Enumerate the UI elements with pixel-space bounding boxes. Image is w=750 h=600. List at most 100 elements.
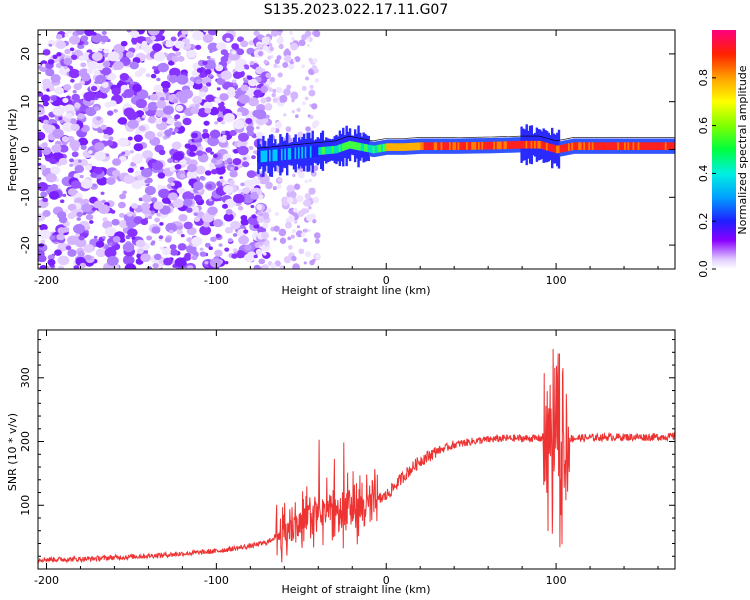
heatmap-cell bbox=[398, 143, 401, 151]
heatmap-cell bbox=[73, 223, 86, 234]
heatmap-cell bbox=[542, 141, 545, 150]
heatmap-cell bbox=[121, 93, 126, 98]
heatmap-cell bbox=[186, 237, 193, 243]
heatmap-cell bbox=[161, 196, 171, 204]
heatmap-cell bbox=[460, 142, 464, 150]
heatmap-cell bbox=[569, 142, 572, 151]
heatmap-cell bbox=[144, 185, 156, 196]
heatmap-cell bbox=[308, 187, 316, 195]
heatmap-cell bbox=[121, 151, 126, 155]
heatmap-cell bbox=[498, 141, 501, 150]
heatmap-cell bbox=[248, 145, 254, 150]
heatmap-cell bbox=[105, 153, 110, 157]
heatmap-cell bbox=[586, 142, 589, 150]
heatmap-cell bbox=[59, 199, 65, 204]
heatmap-cell bbox=[223, 213, 234, 222]
heatmap-cell bbox=[107, 73, 117, 81]
heatmap-cell bbox=[95, 91, 103, 99]
heatmap-cell bbox=[433, 142, 436, 150]
heatmap-cell bbox=[391, 143, 394, 151]
heatmap-cell bbox=[308, 146, 311, 158]
heatmap-cell bbox=[290, 234, 295, 239]
heatmap-cell bbox=[71, 93, 81, 101]
heatmap-cell bbox=[260, 85, 269, 94]
heatmap-cell bbox=[595, 142, 598, 150]
heatmap-cell bbox=[202, 221, 210, 228]
heatmap-cell bbox=[143, 150, 153, 158]
heatmap-cell bbox=[646, 142, 649, 150]
heatmap-cell bbox=[85, 213, 94, 221]
heatmap-cell bbox=[584, 142, 588, 150]
spectrogram-x-axis-title: Height of straight line (km) bbox=[281, 284, 430, 297]
heatmap-cell bbox=[244, 79, 248, 84]
heatmap-cell bbox=[510, 141, 513, 149]
heatmap-cell bbox=[240, 218, 249, 226]
heatmap-cell bbox=[69, 158, 74, 163]
heatmap-cell bbox=[376, 145, 379, 153]
heatmap-cell bbox=[288, 214, 295, 222]
heatmap-cell bbox=[270, 127, 277, 133]
heatmap-cell bbox=[169, 67, 181, 78]
heatmap-cell bbox=[331, 145, 335, 154]
heatmap-cell bbox=[256, 131, 264, 139]
heatmap-cell bbox=[308, 205, 312, 210]
heatmap-cell bbox=[77, 113, 85, 120]
heatmap-cell bbox=[178, 214, 188, 222]
heatmap-cell bbox=[267, 150, 270, 162]
heatmap-cell bbox=[265, 72, 271, 79]
heatmap-cell bbox=[103, 133, 110, 139]
heatmap-cell bbox=[103, 48, 110, 54]
heatmap-cell bbox=[164, 39, 174, 48]
heatmap-cell bbox=[107, 51, 120, 62]
heatmap-cell bbox=[38, 162, 42, 167]
heatmap-cell bbox=[205, 94, 215, 103]
heatmap-cell bbox=[382, 143, 386, 152]
heatmap-cell bbox=[186, 170, 198, 180]
heatmap-cell bbox=[578, 142, 581, 150]
heatmap-cell bbox=[153, 51, 166, 62]
heatmap-cell bbox=[38, 181, 49, 192]
heatmap-cell bbox=[668, 142, 671, 150]
heatmap-cell bbox=[62, 97, 69, 103]
heatmap-cell bbox=[304, 179, 309, 184]
heatmap-cell bbox=[141, 168, 153, 178]
heatmap-cell bbox=[98, 204, 110, 214]
heatmap-cell bbox=[370, 145, 374, 153]
heatmap-cell bbox=[191, 255, 198, 261]
heatmap-cell bbox=[635, 142, 639, 150]
heatmap-cell bbox=[637, 142, 640, 150]
heatmap-cell bbox=[532, 140, 535, 149]
heatmap-cell bbox=[276, 86, 283, 94]
heatmap-cell bbox=[330, 146, 333, 154]
heatmap-cell bbox=[472, 142, 476, 150]
x-tick-label: 0 bbox=[383, 574, 390, 587]
heatmap-cell bbox=[205, 147, 213, 153]
heatmap-cell bbox=[213, 218, 224, 228]
heatmap-cell bbox=[325, 146, 328, 155]
heatmap-cell bbox=[348, 140, 352, 149]
heatmap-cell bbox=[232, 248, 238, 253]
heatmap-cell bbox=[136, 248, 144, 255]
heatmap-cell bbox=[67, 235, 79, 245]
heatmap-cell bbox=[40, 239, 46, 244]
heatmap-cell bbox=[272, 186, 277, 191]
heatmap-cell bbox=[201, 132, 210, 140]
colorbar-gradient bbox=[712, 30, 736, 269]
heatmap-cell bbox=[102, 220, 113, 230]
heatmap-cell bbox=[301, 34, 308, 41]
heatmap-cell bbox=[225, 208, 233, 215]
heatmap-cell bbox=[177, 55, 185, 62]
heatmap-cell bbox=[223, 184, 234, 194]
heatmap-cell bbox=[172, 198, 184, 209]
heatmap-cell bbox=[186, 163, 198, 173]
heatmap-cell bbox=[467, 142, 470, 150]
heatmap-cell bbox=[152, 65, 157, 70]
heatmap-cell bbox=[195, 142, 202, 148]
heatmap-cell bbox=[425, 142, 428, 150]
colorbar-ticks: 0.0 0.2 0.4 0.6 0.8 bbox=[697, 69, 716, 278]
heatmap-cell bbox=[208, 246, 213, 251]
heatmap-cell bbox=[277, 31, 282, 36]
heatmap-cell bbox=[557, 145, 560, 153]
heatmap-cell bbox=[74, 165, 85, 174]
heatmap-cell bbox=[106, 255, 119, 266]
